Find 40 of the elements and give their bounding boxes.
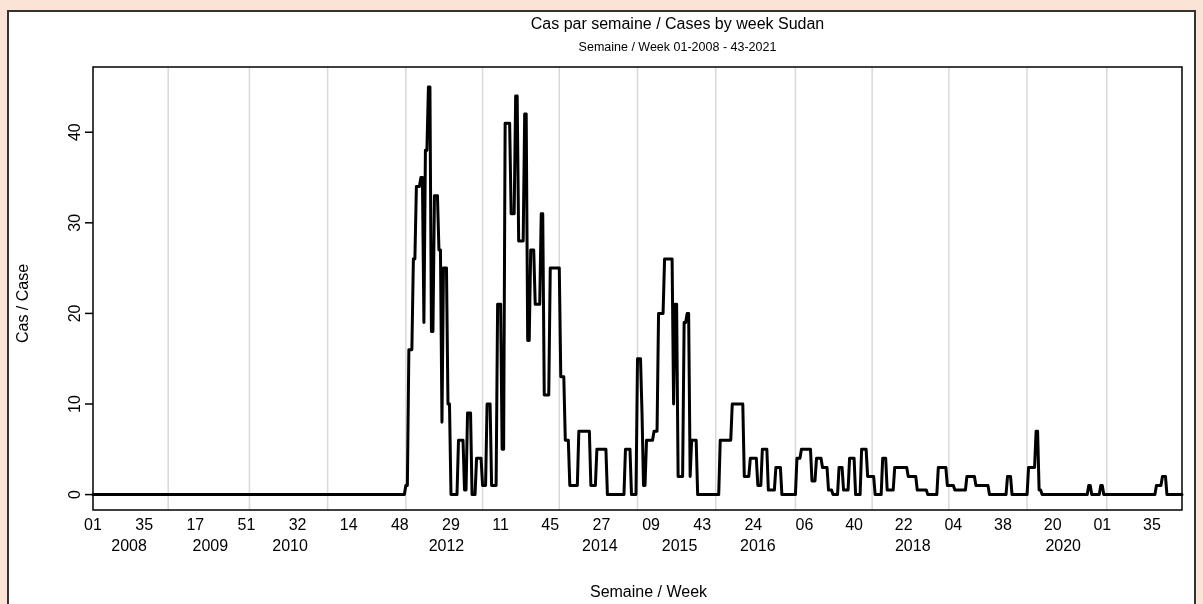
- x-tick-label: 24: [744, 516, 763, 533]
- x-tick-label: 38: [994, 516, 1013, 533]
- x-tick-label: 2020: [1045, 537, 1082, 554]
- x-tick-label: 40: [845, 516, 864, 533]
- x-tick-label: 01: [1093, 516, 1112, 533]
- x-tick-label: 09: [642, 516, 661, 533]
- x-tick-label: 35: [135, 516, 154, 533]
- y-tick-label: 0: [66, 490, 83, 500]
- x-tick-label: 27: [592, 516, 611, 533]
- x-tick-label: 2015: [661, 537, 698, 554]
- x-tick-label: 45: [541, 516, 560, 533]
- chart-title: Cas par semaine / Cases by week Sudan: [530, 15, 825, 32]
- x-tick-label: 2010: [272, 537, 308, 554]
- x-axis-title: Semaine / Week: [589, 583, 709, 600]
- x-tick-label: 32: [288, 516, 307, 533]
- x-tick-label: 14: [339, 516, 358, 533]
- x-tick-label: 22: [894, 516, 913, 533]
- x-tick-label: 2009: [192, 537, 229, 554]
- y-tick-label: 20: [66, 304, 83, 323]
- x-tick-label: 2008: [111, 537, 147, 554]
- x-tick-label: 2012: [428, 537, 465, 554]
- x-tick-label: 35: [1143, 516, 1161, 533]
- y-tick-label: 40: [66, 123, 83, 142]
- x-tick-label: 48: [390, 516, 409, 533]
- y-axis-title: Cas / Case: [14, 263, 31, 344]
- x-tick-label: 01: [84, 516, 102, 533]
- x-tick-label: 43: [693, 516, 712, 533]
- x-tick-label: 29: [442, 516, 460, 533]
- x-tick-label: 2016: [740, 537, 776, 554]
- x-tick-label: 2018: [894, 537, 931, 554]
- x-tick-label: 04: [944, 516, 963, 533]
- x-tick-label: 51: [237, 516, 256, 533]
- x-tick-label: 11: [492, 516, 510, 533]
- x-tick-label: 20: [1043, 516, 1062, 533]
- y-tick-label: 30: [66, 213, 83, 232]
- y-tick-label: 10: [66, 395, 83, 413]
- x-tick-label: 2014: [582, 537, 618, 554]
- chart-subtitle: Semaine / Week 01-2008 - 43-2021: [578, 40, 777, 54]
- x-tick-label: 17: [186, 516, 205, 533]
- x-tick-label: 06: [795, 516, 814, 533]
